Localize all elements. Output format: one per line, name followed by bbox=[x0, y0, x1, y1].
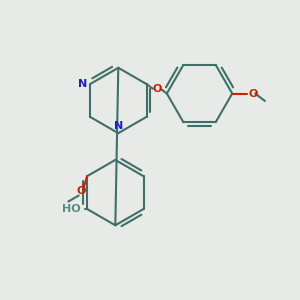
Text: O: O bbox=[249, 88, 258, 98]
Text: N: N bbox=[78, 79, 87, 89]
Text: O: O bbox=[77, 186, 86, 196]
Text: HO: HO bbox=[62, 204, 81, 214]
Text: N: N bbox=[114, 121, 123, 131]
Text: O: O bbox=[152, 84, 161, 94]
